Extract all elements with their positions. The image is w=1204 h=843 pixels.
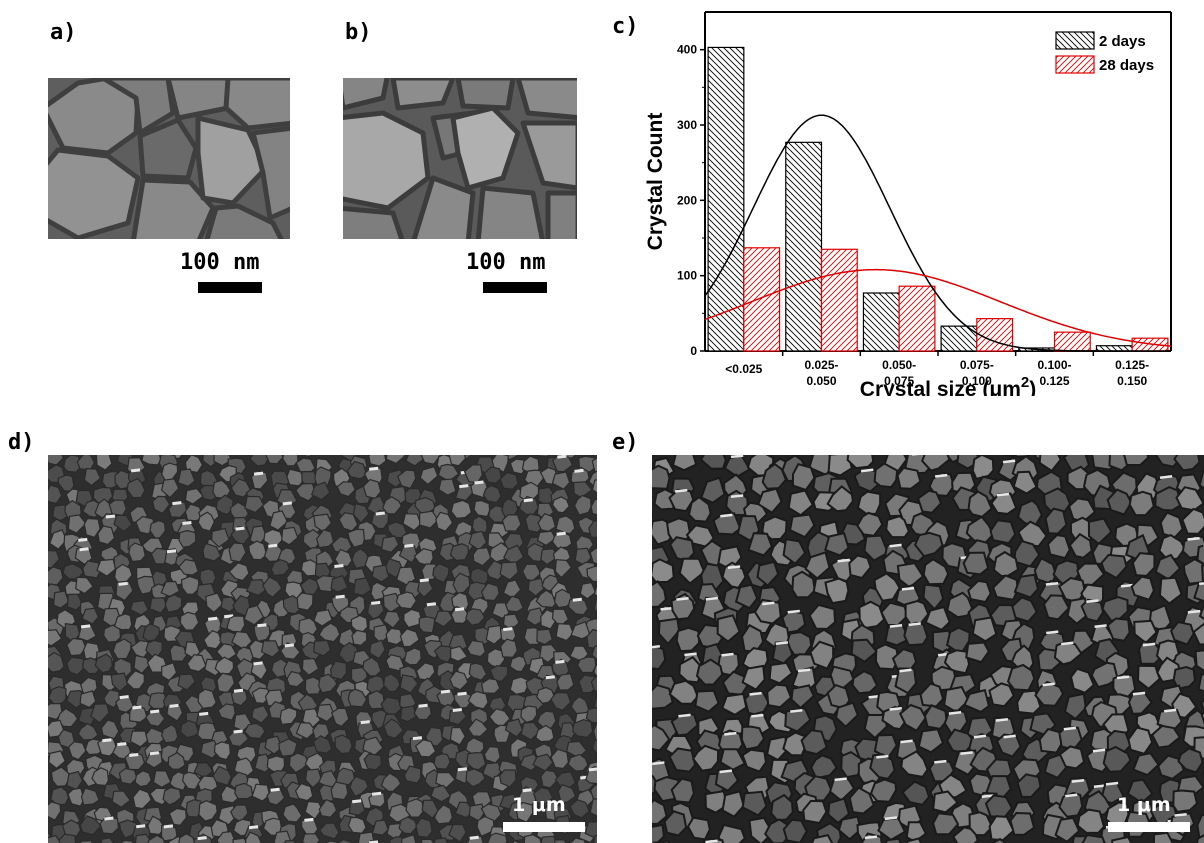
scalebar-b	[483, 282, 547, 293]
scalebar-label-e: 1 μm	[1117, 794, 1171, 816]
sem-image-b	[343, 78, 577, 239]
x-tick-label: 0.075-	[960, 358, 994, 372]
x-tick-label: 0.025-	[804, 358, 838, 372]
legend-swatch-28-days	[1055, 55, 1095, 74]
x-tick-label: 0.050-	[882, 358, 916, 372]
sem-image-e	[652, 455, 1204, 843]
panel-label-e: e)	[612, 430, 639, 455]
y-tick-label: 300	[677, 118, 697, 132]
sem-image-d	[48, 455, 597, 843]
x-axis-label: Crystal size (μm2)	[860, 374, 1036, 396]
scalebar-a	[198, 282, 262, 293]
x-tick-label: 0.100	[962, 374, 992, 388]
x-tick-label: 0.100-	[1037, 358, 1071, 372]
y-tick-label: 400	[677, 43, 697, 57]
crystal-size-histogram: 0 100 200 300 400 <0.025 0.025- 0.050 0.050- 0.07…	[644, 11, 1172, 396]
bar-28-days-4	[1053, 331, 1091, 352]
x-tick-label: 0.050	[806, 374, 836, 388]
x-tick-label: 0.125	[1039, 374, 1069, 388]
y-axis-label: Crystal Count	[644, 113, 667, 251]
x-tick-label: 0.075	[884, 374, 914, 388]
scalebar-label-b: 100 nm	[466, 250, 546, 275]
scalebar-label-d: 1 μm	[512, 794, 566, 816]
bar-2-days-1	[785, 141, 823, 352]
x-tick-label: 0.125-	[1115, 358, 1149, 372]
scalebar-label-a: 100 nm	[180, 250, 260, 275]
bar-28-days-3	[976, 318, 1014, 352]
legend-label-2-days: 2 days	[1099, 33, 1146, 50]
y-tick-label: 200	[677, 193, 697, 207]
bar-2-days-2	[862, 292, 900, 352]
scalebar-e	[1108, 822, 1190, 832]
bar-28-days-0	[743, 247, 781, 352]
scalebar-d	[503, 822, 585, 832]
panel-label-d: d)	[8, 430, 35, 455]
x-tick-label: 0.150	[1117, 374, 1147, 388]
legend-label-28-days: 28 days	[1099, 57, 1154, 74]
legend-swatch-2-days	[1055, 31, 1095, 50]
panel-label-c: c)	[612, 14, 639, 39]
panel-label-b: b)	[345, 20, 372, 45]
fit-curve-28-days	[704, 268, 1172, 347]
bar-28-days-1	[820, 248, 858, 352]
y-tick-label: 0	[690, 344, 697, 358]
bar-2-days-0	[707, 46, 745, 352]
y-tick-label: 100	[677, 269, 697, 283]
fit-curve-2-days	[704, 114, 1171, 352]
x-tick-label: <0.025	[725, 362, 762, 376]
panel-label-a: a)	[50, 20, 77, 45]
sem-image-a	[48, 78, 290, 239]
bar-28-days-2	[898, 285, 936, 352]
